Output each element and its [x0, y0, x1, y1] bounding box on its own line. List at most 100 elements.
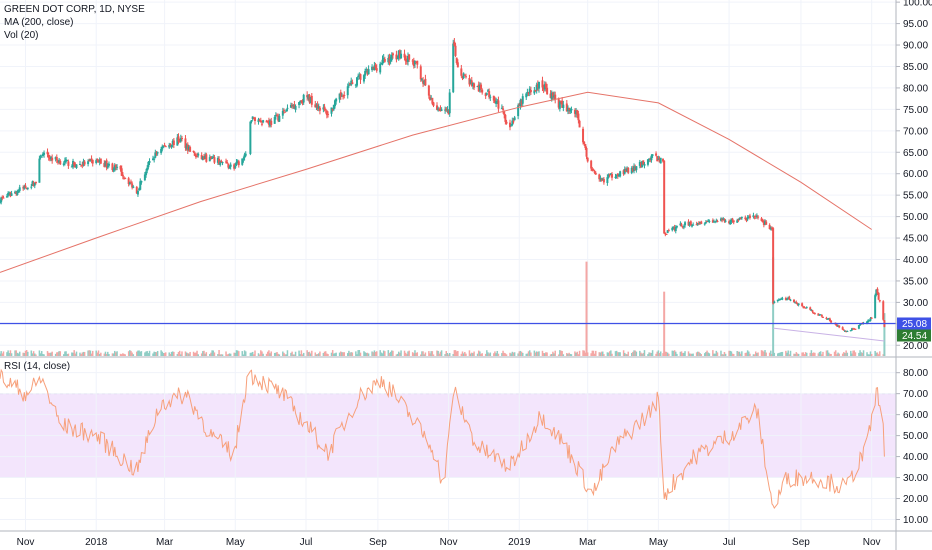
volume-bar	[715, 350, 718, 356]
volume-bar	[422, 351, 424, 356]
volume-bar	[829, 353, 831, 356]
volume-bar	[89, 350, 92, 356]
volume-bar	[716, 352, 719, 356]
volume-bar	[624, 352, 626, 356]
volume-bar	[761, 350, 764, 356]
candle-body	[250, 120, 253, 122]
volume-bar	[770, 350, 772, 356]
volume-bar	[389, 351, 392, 356]
candle-body	[420, 79, 423, 81]
x-tick-label: Sep	[792, 537, 810, 548]
volume-bar	[49, 352, 51, 356]
candle-body	[70, 166, 73, 168]
candle-body	[852, 328, 855, 330]
candle-body	[47, 154, 50, 158]
candle-body	[554, 94, 557, 100]
volume-bar	[673, 350, 676, 356]
volume-bar	[464, 351, 466, 356]
volume-bar	[205, 352, 208, 356]
candle-body	[127, 178, 130, 185]
candle-body	[347, 84, 350, 86]
x-tick-label: 2019	[508, 537, 531, 548]
candle-body	[630, 167, 633, 174]
volume-bar	[600, 351, 603, 356]
candle-body	[310, 95, 313, 105]
candle-body	[308, 94, 311, 103]
y-tick-label: 95.00	[903, 19, 928, 30]
volume-bar	[741, 351, 743, 356]
candle-body	[135, 186, 138, 194]
candle-body	[754, 215, 757, 218]
candle-body	[265, 120, 268, 123]
candle-body	[445, 108, 448, 111]
volume-bar	[129, 350, 131, 356]
volume-bar	[771, 354, 773, 356]
volume-bar	[559, 350, 561, 356]
candle-body	[582, 128, 585, 143]
volume-bar	[72, 352, 74, 356]
volume-bar	[56, 352, 58, 356]
volume-bar	[504, 353, 507, 356]
candle-body	[614, 176, 617, 178]
volume-bar	[367, 353, 370, 356]
candle-body	[31, 181, 34, 187]
volume-bar	[445, 351, 448, 356]
candle-body	[358, 75, 361, 77]
volume-bar	[267, 351, 269, 356]
volume-bar	[845, 350, 847, 356]
volume-bar	[698, 351, 700, 356]
x-tick-label: Mar	[156, 537, 174, 548]
volume-bar	[193, 352, 196, 356]
candle-body	[258, 120, 261, 122]
candle-body	[527, 92, 530, 94]
volume-bar	[8, 353, 11, 356]
volume-bar	[169, 353, 172, 356]
y-tick-label: 20.00	[903, 341, 928, 352]
volume-bar	[350, 352, 352, 356]
volume-bar	[793, 353, 795, 356]
candle-body	[682, 226, 685, 228]
candle-body	[615, 174, 618, 177]
candle-body	[802, 306, 805, 308]
volume-bar	[469, 353, 472, 356]
x-tick-label: May	[649, 537, 668, 548]
candle-body	[746, 217, 749, 220]
volume-bar	[625, 353, 627, 356]
candle-body	[391, 53, 394, 56]
candle-body	[136, 190, 139, 195]
candle-body	[267, 120, 270, 125]
candle-body	[429, 97, 432, 100]
candle-body	[681, 226, 684, 228]
candle-body	[435, 105, 438, 110]
volume-bar	[165, 352, 167, 356]
volume-bar	[168, 352, 170, 356]
volume-bar	[601, 351, 604, 356]
candle-body	[349, 83, 352, 85]
volume-bar	[108, 354, 110, 356]
volume-bar	[100, 352, 102, 356]
candle-body	[695, 224, 698, 226]
volume-bar	[290, 352, 292, 356]
volume-bar	[331, 350, 334, 356]
candle-body	[672, 226, 675, 228]
volume-bar	[867, 354, 869, 356]
volume-bar	[566, 353, 568, 356]
candle-body	[292, 105, 295, 107]
volume-bar	[421, 351, 423, 356]
candle-body	[550, 92, 553, 100]
candle-body	[23, 186, 26, 189]
candle-body	[866, 321, 869, 324]
volume-bar	[381, 353, 384, 356]
candle-body	[744, 217, 747, 220]
y-tick-label: 40.00	[903, 255, 928, 266]
candle-body	[765, 221, 768, 225]
volume-bar	[584, 352, 587, 356]
candle-body	[129, 181, 132, 183]
volume-bar	[723, 351, 726, 356]
volume-bar	[591, 350, 594, 356]
candle-body	[67, 161, 70, 166]
volume-bar	[341, 352, 343, 356]
candle-body	[146, 167, 149, 171]
volume-bar	[171, 351, 174, 356]
